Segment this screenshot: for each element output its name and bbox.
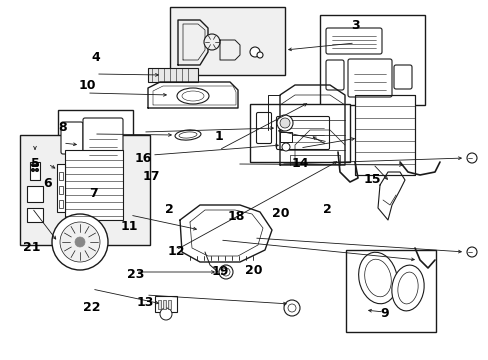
Circle shape [31, 168, 35, 171]
Bar [148, 68, 198, 82]
Text: 10: 10 [78, 79, 96, 92]
Circle shape [160, 308, 172, 320]
Bar [280, 132, 291, 142]
Circle shape [52, 214, 108, 270]
FancyBboxPatch shape [83, 118, 123, 164]
FancyBboxPatch shape [61, 122, 83, 154]
Text: 20: 20 [244, 264, 262, 277]
Text: 7: 7 [89, 187, 98, 200]
Circle shape [222, 268, 229, 276]
Ellipse shape [177, 88, 208, 104]
Circle shape [276, 115, 292, 131]
Text: 6: 6 [43, 177, 52, 190]
Bar [354, 95, 414, 175]
Circle shape [219, 265, 232, 279]
Text: 21: 21 [23, 241, 41, 254]
Bar [168, 300, 171, 309]
Text: 22: 22 [83, 301, 101, 314]
Text: 3: 3 [350, 19, 359, 32]
Ellipse shape [358, 252, 397, 304]
Text: 23: 23 [127, 268, 144, 281]
FancyBboxPatch shape [347, 59, 391, 97]
Text: 1: 1 [214, 130, 223, 143]
Text: 9: 9 [379, 307, 388, 320]
Bar [59, 200, 63, 208]
Text: 11: 11 [121, 220, 138, 233]
Bar [30, 162, 40, 180]
Text: 17: 17 [142, 170, 160, 183]
FancyBboxPatch shape [256, 112, 271, 144]
Bar [155, 296, 177, 312]
Ellipse shape [179, 132, 197, 138]
Circle shape [60, 222, 100, 262]
Bar [27, 208, 43, 222]
Circle shape [36, 168, 39, 171]
Text: 20: 20 [271, 207, 289, 220]
FancyBboxPatch shape [393, 65, 411, 89]
Circle shape [249, 47, 260, 57]
FancyBboxPatch shape [325, 60, 343, 90]
Text: 16: 16 [134, 152, 151, 165]
Bar [346, 250, 435, 332]
Text: 2: 2 [323, 203, 331, 216]
Bar [27, 186, 43, 202]
Circle shape [36, 163, 39, 166]
Ellipse shape [182, 91, 203, 101]
Circle shape [282, 143, 289, 151]
Text: 5: 5 [31, 157, 40, 170]
FancyBboxPatch shape [276, 117, 329, 149]
Bar [158, 300, 161, 309]
Bar [65, 150, 123, 220]
Circle shape [287, 304, 295, 312]
Text: 2: 2 [164, 203, 173, 216]
Text: 18: 18 [227, 210, 245, 222]
Text: 8: 8 [58, 121, 67, 134]
Circle shape [75, 237, 85, 247]
Ellipse shape [391, 265, 423, 311]
Text: 19: 19 [211, 265, 228, 278]
Bar [57, 164, 65, 212]
Bar [58, 110, 133, 175]
Ellipse shape [175, 130, 201, 140]
Bar [59, 186, 63, 194]
Bar [20, 135, 150, 245]
Bar [170, 7, 285, 75]
Circle shape [284, 300, 299, 316]
Circle shape [31, 163, 35, 166]
Ellipse shape [364, 259, 390, 297]
Bar [354, 95, 414, 175]
Circle shape [257, 52, 263, 58]
FancyBboxPatch shape [325, 28, 381, 54]
Ellipse shape [397, 272, 417, 304]
Bar [59, 172, 63, 180]
Circle shape [466, 247, 476, 257]
Text: 13: 13 [137, 296, 154, 309]
Bar [249, 104, 349, 162]
Circle shape [203, 34, 220, 50]
Circle shape [466, 153, 476, 163]
Text: 14: 14 [291, 157, 308, 170]
Bar [163, 300, 165, 309]
Bar [319, 15, 424, 105]
Text: 4: 4 [91, 51, 100, 64]
Text: 12: 12 [167, 245, 184, 258]
Text: 15: 15 [363, 173, 381, 186]
Circle shape [280, 118, 289, 128]
